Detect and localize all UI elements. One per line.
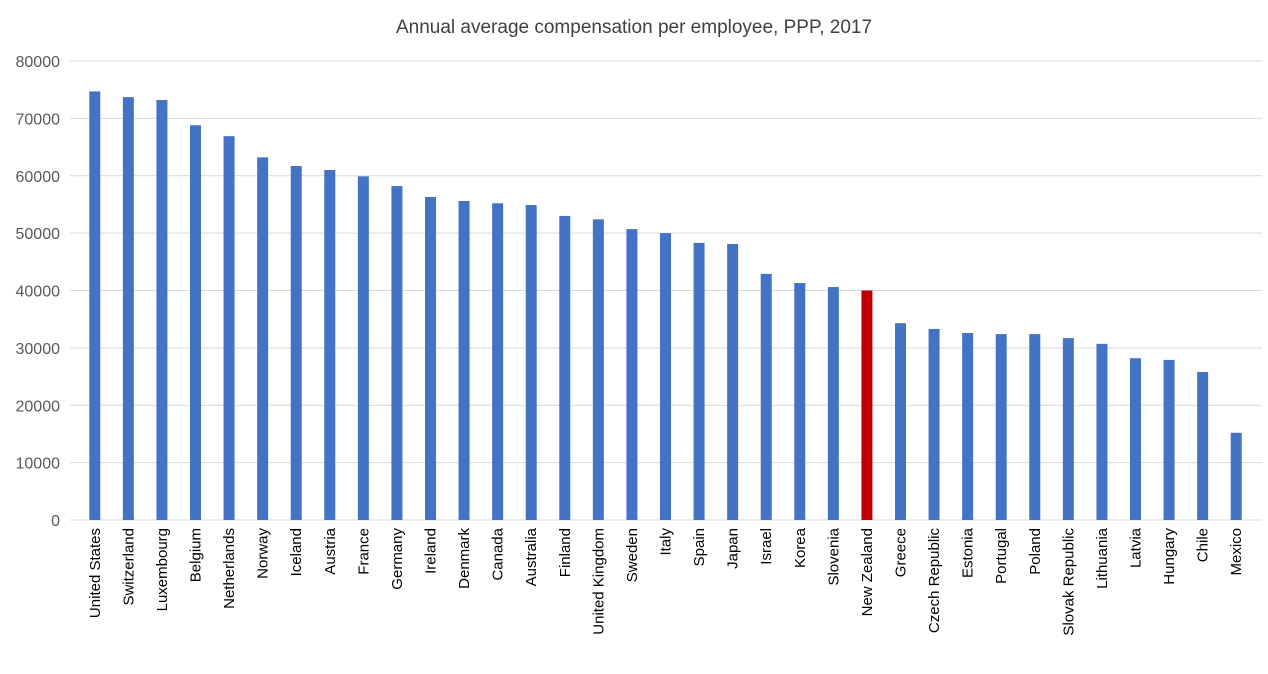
bar-united-kingdom — [592, 219, 604, 521]
bar-poland — [1029, 334, 1041, 520]
bar-korea — [794, 283, 806, 520]
bar-netherlands — [223, 136, 235, 520]
bar-czech-republic — [928, 328, 940, 520]
x-tick-label: Hungary — [1161, 528, 1178, 585]
x-tick-label: Korea — [792, 527, 809, 568]
bar-new-zealand — [861, 290, 873, 520]
bar-mexico — [1230, 432, 1242, 520]
bar-israel — [760, 273, 772, 520]
x-tick-label: Sweden — [624, 528, 641, 582]
bar-ireland — [425, 196, 436, 520]
y-tick-label: 50000 — [16, 226, 61, 243]
x-tick-label: Chile — [1195, 528, 1212, 562]
bar-austria — [324, 170, 336, 520]
x-tick-label: Canada — [490, 527, 507, 580]
x-axis: United States Switzerland Luxembourg Belgiu… — [87, 527, 1245, 635]
x-tick-label: France — [355, 528, 372, 575]
y-tick-label: 80000 — [16, 54, 61, 71]
bar-canada — [492, 203, 504, 521]
x-tick-label: Iceland — [288, 528, 305, 576]
bar-luxembourg — [156, 100, 168, 520]
bar-greece — [895, 323, 906, 520]
bar-germany — [391, 186, 403, 520]
x-tick-label: Latvia — [1128, 527, 1145, 568]
x-tick-label: Estonia — [960, 527, 977, 578]
y-tick-label: 30000 — [16, 341, 61, 358]
x-tick-label: Finland — [557, 528, 574, 577]
bar-france — [357, 176, 369, 521]
x-tick-label: Italy — [658, 528, 675, 556]
x-tick-label: Slovak Republic — [1060, 528, 1077, 636]
x-tick-label: Slovenia — [825, 527, 842, 585]
x-tick-label: Denmark — [456, 528, 473, 589]
x-tick-label: Austria — [322, 527, 339, 574]
y-tick-label: 40000 — [16, 284, 61, 301]
bar-chile — [1197, 371, 1209, 520]
x-tick-label: Australia — [523, 527, 540, 586]
bar-iceland — [290, 165, 302, 520]
bar-slovenia — [827, 287, 839, 520]
bar-belgium — [190, 125, 201, 520]
x-tick-label: Japan — [725, 528, 742, 569]
bar-switzerland — [122, 97, 134, 521]
bar-united-states — [89, 91, 101, 520]
bar-denmark — [458, 200, 470, 520]
y-axis: 0 10000 20000 30000 40000 50000 60000 70000 8000… — [16, 54, 61, 530]
chart-title: Annual average compensation per employee… — [396, 17, 872, 38]
x-tick-label: Luxembourg — [154, 528, 171, 611]
bar-estonia — [962, 332, 974, 520]
x-tick-label: Netherlands — [221, 528, 238, 609]
y-tick-label: 0 — [51, 513, 60, 530]
bar-latvia — [1130, 358, 1141, 520]
x-tick-label: Switzerland — [120, 528, 137, 606]
bar-slovak-republic — [1062, 338, 1074, 520]
y-tick-label: 70000 — [16, 111, 61, 128]
x-tick-label: Norway — [255, 528, 272, 579]
bar-australia — [525, 205, 537, 521]
x-tick-label: Israel — [758, 528, 775, 565]
bar-norway — [257, 157, 269, 520]
bar-hungary — [1163, 359, 1175, 520]
y-tick-label: 60000 — [16, 169, 61, 186]
x-tick-label: United States — [87, 528, 104, 618]
x-tick-label: New Zealand — [859, 528, 876, 616]
x-tick-label: Mexico — [1228, 528, 1245, 576]
x-tick-label: Spain — [691, 528, 708, 566]
x-tick-label: Ireland — [423, 528, 440, 574]
bar-portugal — [995, 334, 1007, 520]
x-tick-label: United Kingdom — [590, 528, 607, 635]
bar-sweden — [626, 229, 638, 520]
y-tick-label: 10000 — [16, 456, 61, 473]
bars — [89, 91, 1242, 521]
bar-spain — [693, 242, 705, 520]
bar-finland — [559, 215, 571, 520]
x-tick-label: Poland — [1027, 528, 1044, 575]
bar-japan — [727, 244, 739, 520]
x-tick-label: Lithuania — [1094, 527, 1111, 589]
x-tick-label: Belgium — [188, 528, 205, 582]
x-tick-label: Germany — [389, 528, 406, 590]
y-tick-label: 20000 — [16, 398, 61, 415]
x-tick-label: Greece — [893, 528, 910, 577]
bar-lithuania — [1096, 343, 1108, 520]
bar-italy — [660, 233, 671, 520]
x-tick-label: Czech Republic — [926, 528, 943, 634]
x-tick-label: Portugal — [993, 528, 1010, 584]
